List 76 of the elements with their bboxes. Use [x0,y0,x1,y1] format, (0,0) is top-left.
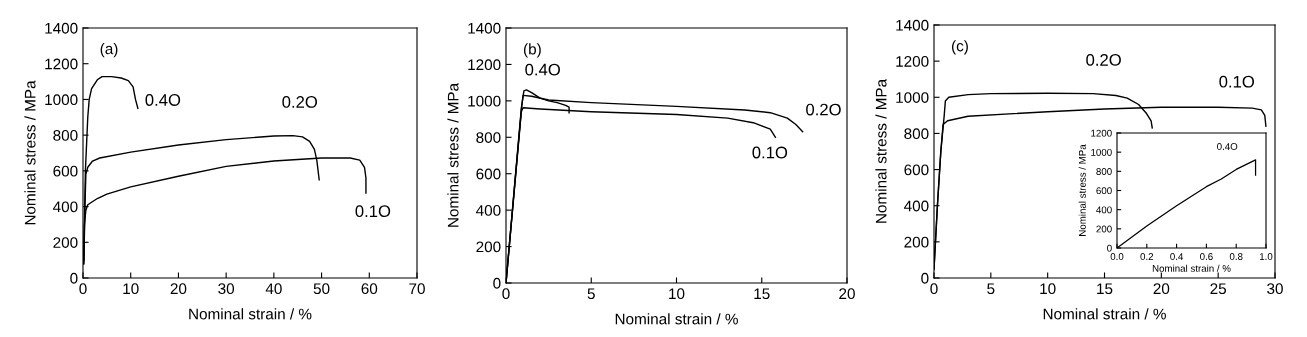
series-label: 0.2O [282,96,318,108]
x-tick-label: 60 [361,283,378,295]
y-axis-title: Nominal stress / MPa [1078,144,1086,236]
y-tick-label: 1200 [896,56,929,67]
x-tick-label: 0 [930,283,938,295]
y-tick-label: 0 [921,272,929,284]
x-axis-title: Nominal strain / % [189,308,312,320]
y-tick-label: 1400 [468,22,501,34]
x-tick-label: 20 [1153,283,1170,295]
y-tick-label: 400 [904,200,929,212]
y-tick-label: 1200 [468,59,501,71]
x-tick-label: 20 [170,283,187,295]
series-label: 0.4O [525,63,560,76]
x-axis-title: Nominal strain / % [1152,264,1231,272]
series-label: 0.4O [145,94,181,106]
x-tick-label: 25 [1210,283,1227,295]
y-tick-label: 800 [53,130,78,141]
y-tick-label: 400 [1096,206,1112,214]
x-tick-label: 30 [1267,283,1283,295]
series-label: 0.1O [355,205,391,218]
y-tick-label: 400 [53,201,78,213]
x-tick-label: 0 [79,283,87,295]
x-tick-label: 10 [123,283,139,295]
y-tick-label: 1400 [896,19,929,31]
x-tick-label: 0.2 [1140,253,1154,260]
x-tick-label: 15 [754,288,770,300]
x-axis-title: Nominal strain / % [1043,308,1166,320]
series-label: 0.1O [752,146,788,159]
y-tick-label: 600 [53,165,78,177]
y-tick-label: 1400 [45,22,78,34]
x-tick-label: 0 [502,288,510,300]
y-tick-label: 1000 [896,92,929,103]
y-tick-label: 400 [476,205,501,216]
y-tick-label: 0 [70,272,78,284]
y-tick-label: 600 [1096,187,1112,195]
x-tick-label: 15 [1097,283,1113,295]
y-axis-title: Nominal stress / MPa [447,82,459,227]
y-tick-label: 1000 [45,94,78,106]
y-tick-label: 200 [1096,225,1112,233]
x-tick-label: 30 [218,283,235,295]
y-tick-label: 1200 [1091,129,1112,137]
x-tick-label: 10 [669,288,685,300]
x-axis-title: Nominal strain / % [615,313,738,325]
x-tick-label: 5 [987,283,995,295]
annotation: (a) [100,43,118,58]
y-tick-label: 1000 [468,95,501,107]
x-tick-label: 70 [409,283,425,295]
y-tick-label: 600 [476,168,501,180]
y-tick-label: 200 [53,237,78,248]
annotation: (b) [524,43,541,58]
x-tick-label: 10 [1040,283,1056,295]
series-label: 0.2O [1086,54,1121,66]
series-label: 0.1O [1219,75,1255,88]
y-axis-title: Nominal stress / MPa [24,80,36,225]
annotation: (c) [952,40,968,55]
x-tick-label: 20 [839,288,855,300]
y-tick-label: 1200 [45,58,78,70]
x-tick-label: 0.8 [1229,253,1243,260]
y-tick-label: 800 [476,132,501,143]
x-tick-label: 0.4 [1170,253,1184,260]
y-tick-label: 600 [904,164,929,176]
x-tick-label: 1.0 [1259,253,1273,260]
x-tick-label: 40 [265,283,282,295]
series-label: 0.4O [1217,143,1238,150]
x-tick-label: 5 [587,288,595,300]
y-tick-label: 800 [904,128,929,140]
x-tick-label: 50 [313,283,330,295]
x-tick-label: 0.6 [1200,253,1213,260]
y-axis-title: Nominal stress / MPa [875,78,887,223]
x-tick-label: 0.0 [1110,253,1124,260]
y-tick-label: 1000 [1091,148,1112,156]
series-label: 0.2O [806,103,841,116]
y-tick-label: 800 [1096,168,1112,175]
y-tick-label: 0 [1107,244,1112,252]
y-tick-label: 200 [904,236,929,248]
y-tick-label: 200 [476,241,501,253]
